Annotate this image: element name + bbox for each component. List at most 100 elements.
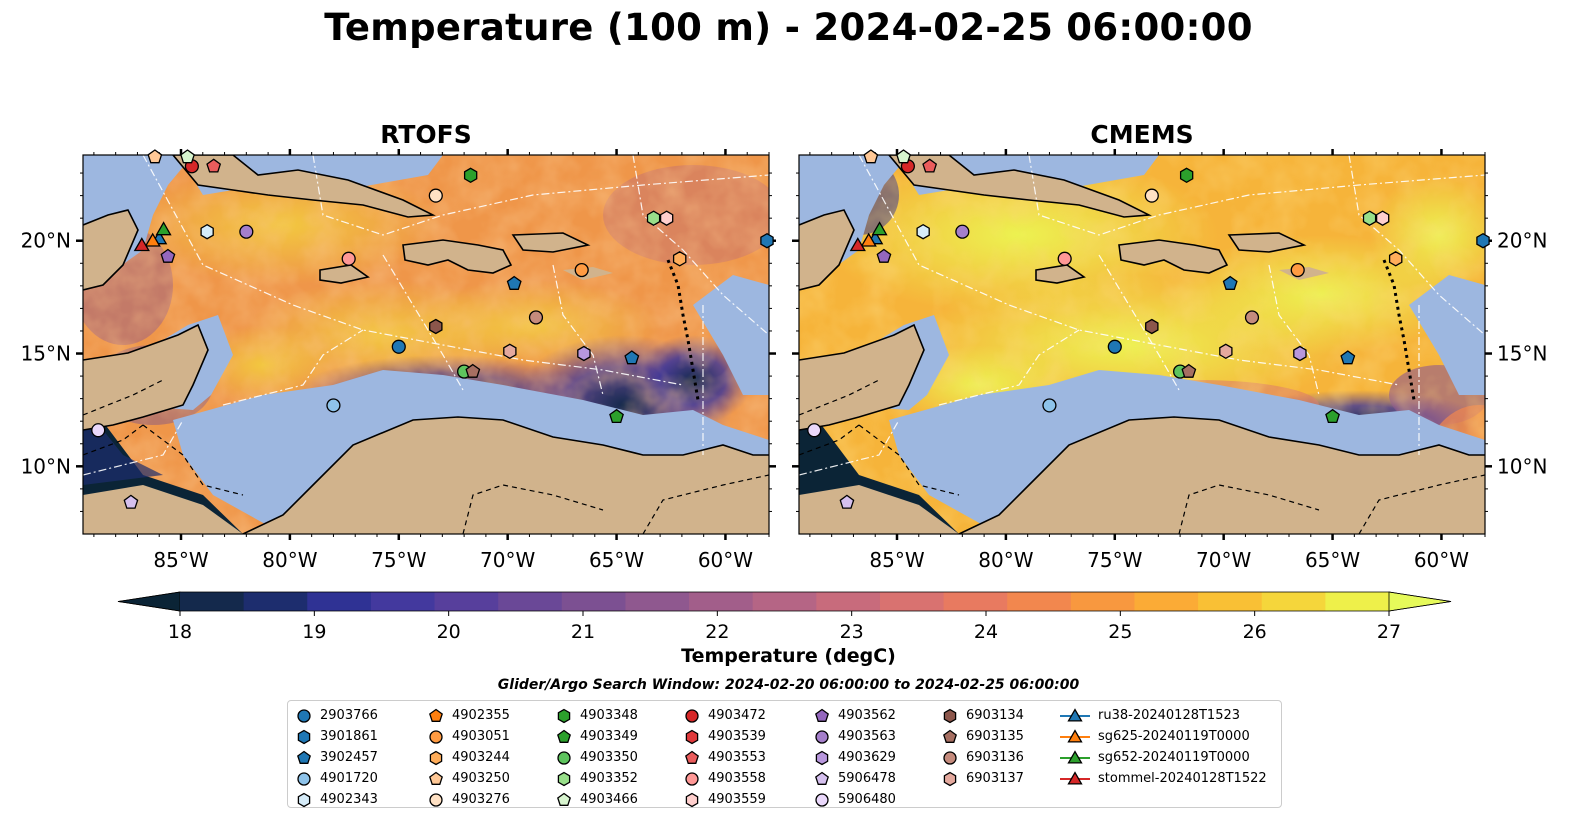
legend-marker	[685, 771, 699, 786]
float-marker	[760, 232, 774, 249]
float-marker	[849, 237, 866, 252]
legend-marker	[943, 708, 957, 723]
pentagon-marker-icon	[815, 771, 829, 785]
lon-tick-label: 65°W	[1305, 548, 1360, 572]
legend-item: 6903134	[942, 705, 1024, 726]
float-marker	[147, 149, 163, 164]
pentagon-marker-icon	[815, 708, 829, 722]
legend-item: 4903250	[428, 768, 510, 789]
legend-label: 4903562	[838, 708, 896, 723]
legend-marker	[1067, 707, 1083, 722]
legend-label: stommel-20240128T1522	[1098, 771, 1267, 786]
legend-label: 6903135	[966, 729, 1024, 744]
circle-marker-icon	[815, 729, 829, 744]
legend-marker	[429, 771, 443, 785]
colorbar-tick-label: 21	[571, 621, 595, 643]
pentagon-marker-icon	[557, 792, 571, 806]
legend-label: 5906478	[838, 771, 896, 786]
legend-label: 4902343	[320, 792, 378, 807]
map-figure: 85°W 80°W 75°W 70°W 65°W 60°W 20°N 15°N 10°N	[21, 149, 1547, 572]
hexagon-marker-icon	[815, 750, 829, 765]
float-marker	[1340, 350, 1356, 365]
legend-label: 4903559	[708, 792, 766, 807]
legend-item: 4903349	[556, 726, 638, 747]
legend-label: 6903134	[966, 708, 1024, 723]
hexagon-marker-icon	[943, 771, 957, 786]
float-marker	[91, 423, 106, 438]
legend-marker	[297, 750, 311, 764]
legend-label: sg652-20240119T0000	[1098, 750, 1250, 765]
legend-marker	[685, 750, 699, 764]
legend-item: 4903562	[814, 705, 896, 726]
legend-item: 6903135	[942, 726, 1024, 747]
lon-tick-label: 75°W	[371, 548, 426, 572]
float-markers-rtofs	[91, 149, 774, 509]
legend-item: 5906480	[814, 789, 896, 810]
circle-marker-icon	[429, 792, 443, 807]
lat-tick-label: 10°N	[1497, 454, 1547, 478]
float-marker	[659, 210, 674, 226]
pentagon-marker-icon	[429, 708, 443, 722]
legend-marker	[557, 771, 571, 786]
legend-marker	[557, 792, 571, 806]
float-marker	[133, 237, 150, 252]
legend-marker	[297, 771, 311, 786]
legend-item: 4903559	[684, 789, 766, 810]
float-marker	[144, 232, 161, 247]
legend-marker	[815, 750, 829, 765]
pentagon-marker-icon	[297, 750, 311, 764]
legend-label: ru38-20240128T1523	[1098, 708, 1241, 723]
hexagon-marker-icon	[557, 771, 571, 786]
legend-item: 3901861	[296, 726, 378, 747]
colorbar-ticks: 18 19 20 21 22 23 24 25 26 27	[168, 611, 1401, 643]
float-marker	[463, 167, 478, 184]
legend-marker	[297, 729, 311, 744]
legend-label: 4902355	[452, 708, 510, 723]
legend-label: 4903629	[838, 750, 896, 765]
float-marker	[155, 221, 172, 236]
lon-tick-label: 60°W	[698, 548, 753, 572]
hexagon-marker-icon	[557, 708, 571, 723]
triangle-marker-icon	[1060, 728, 1090, 743]
colorbar-tick-label: 19	[302, 621, 326, 643]
map-axes-cmems: 85°W 80°W 75°W 70°W 65°W 60°W 20°N 15°N 10°N	[792, 149, 1547, 572]
float-marker	[1057, 251, 1072, 266]
legend-label: 4903352	[580, 771, 638, 786]
legend-item: 4903539	[684, 726, 766, 747]
legend-item: 3902457	[296, 747, 378, 768]
legend-label: 4903539	[708, 729, 766, 744]
float-marker	[528, 310, 544, 325]
legend-marker	[815, 792, 829, 807]
colorbar-tick-label: 23	[840, 621, 864, 643]
lon-tick-label: 70°W	[480, 548, 535, 572]
colorbar-tick-label: 18	[168, 621, 192, 643]
float-marker	[123, 494, 139, 509]
legend-item: 4902343	[296, 789, 378, 810]
legend-item: 4903348	[556, 705, 638, 726]
legend-item: 4903558	[684, 768, 766, 789]
legend-marker	[815, 729, 829, 744]
lat-tick-label: 15°N	[1497, 342, 1547, 366]
hexagon-marker-icon	[685, 792, 699, 807]
circle-marker-icon	[685, 771, 699, 786]
legend-marker	[1067, 770, 1083, 785]
legend-marker	[557, 729, 571, 743]
float-marker	[1219, 343, 1233, 360]
legend-column: 4903472 4903539 4903553 4903558 4903559	[684, 705, 766, 810]
triangle-marker-icon	[1060, 707, 1090, 722]
circle-marker-icon	[429, 729, 443, 744]
float-marker	[1375, 210, 1390, 226]
legend-marker	[429, 750, 443, 765]
colorbar-tick-label: 27	[1377, 621, 1401, 643]
float-marker	[1325, 408, 1340, 424]
float-markers-cmems	[807, 149, 1490, 509]
lon-tick-label: 85°W	[869, 548, 924, 572]
legend-marker	[685, 729, 699, 744]
triangle-marker-icon	[1060, 770, 1090, 785]
pentagon-marker-icon	[685, 750, 699, 764]
legend-item: 6903136	[942, 747, 1024, 768]
legend-label: 4903558	[708, 771, 766, 786]
float-marker	[871, 221, 888, 236]
legend-column: 2903766 3901861 3902457 4901720 4902343	[296, 705, 378, 810]
legend-column: 4902355 4903051 4903244 4903250 4903276	[428, 705, 510, 810]
